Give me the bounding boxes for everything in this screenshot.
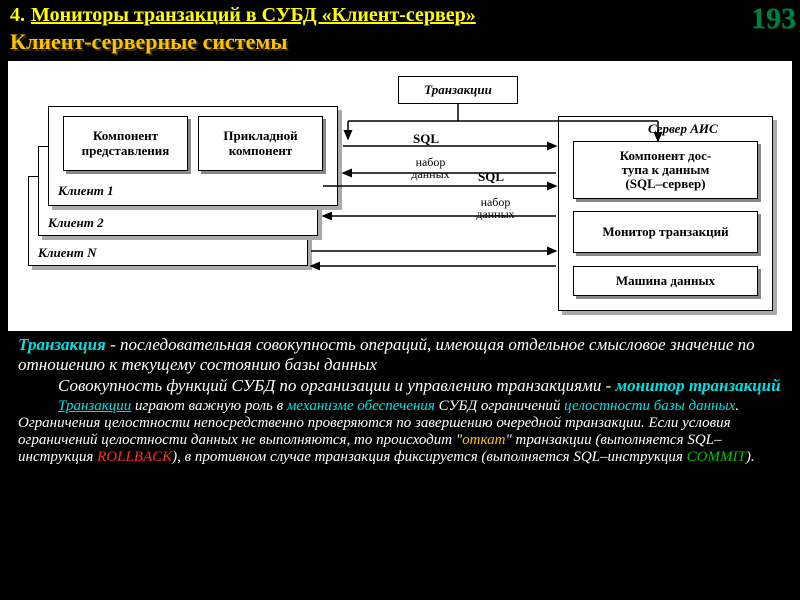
section-number: 4. <box>10 4 25 27</box>
p3-g: откат <box>462 432 505 448</box>
header: 4. Мониторы транзакций в СУБД «Клиент-се… <box>0 0 800 27</box>
p3-e: целостности базы данных <box>564 398 735 414</box>
page-number: 193 <box>751 2 796 36</box>
mon-a: Совокупность функций СУБД по организации… <box>58 376 616 395</box>
p3-l: ). <box>746 449 755 465</box>
p3-d: СУБД ограничений <box>435 398 564 414</box>
section-title: Мониторы транзакций в СУБД «Клиент-серве… <box>31 4 790 27</box>
p3-c: механизме обеспечения <box>287 398 435 414</box>
definition-transaction: Транзакция - последовательная совокупнос… <box>18 335 782 374</box>
diagram-wires <box>8 61 792 331</box>
p3-i: ROLLBACK <box>97 449 172 465</box>
term-transaction: Транзакция <box>18 335 106 354</box>
header-line: 4. Мониторы транзакций в СУБД «Клиент-се… <box>10 4 790 27</box>
p3-j: ), в противном случае транзакция фиксиру… <box>172 449 687 465</box>
term-monitor: монитор транзакций <box>616 376 781 395</box>
paragraph-integrity: Транзакции играют важную роль в механизм… <box>18 398 782 467</box>
definition-monitor: Совокупность функций СУБД по организации… <box>18 376 782 396</box>
body-text: Транзакция - последовательная совокупнос… <box>0 331 800 467</box>
subtitle: Клиент-серверные системы <box>0 27 800 61</box>
p3-k: COMMIT <box>687 449 746 465</box>
p3-b: играют важную роль в <box>131 398 287 414</box>
p3-a: Транзакции <box>58 398 131 414</box>
architecture-diagram: Клиент N Клиент 2 Компонент представлени… <box>8 61 792 331</box>
def-rest: - последовательная совокупность операций… <box>18 335 755 374</box>
